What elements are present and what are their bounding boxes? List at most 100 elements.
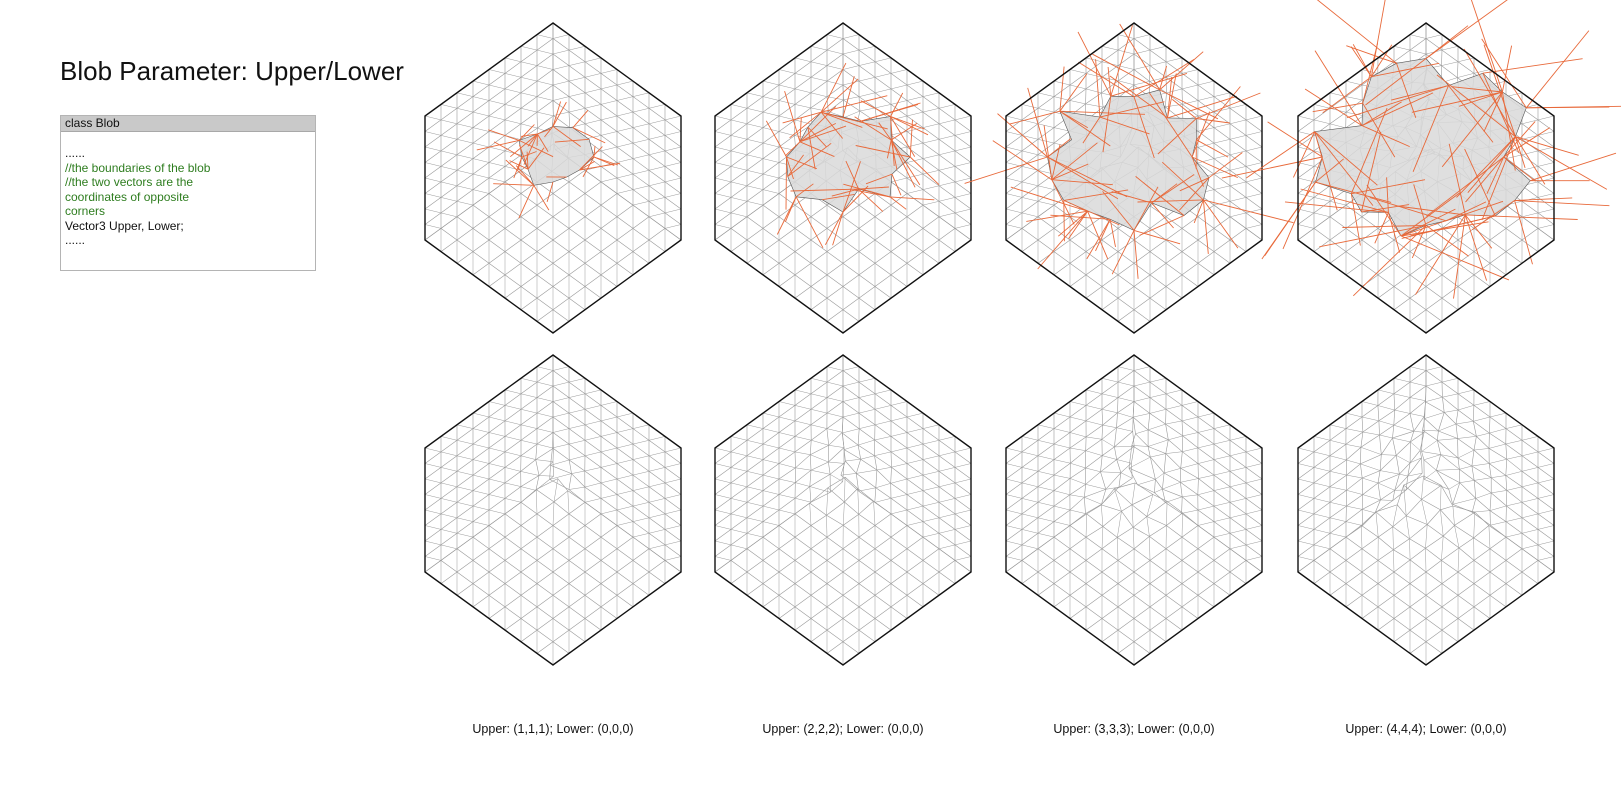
grid-diagonal	[1345, 412, 1363, 418]
grid-diagonal	[440, 467, 458, 472]
grid-diagonal	[1245, 447, 1263, 453]
grid-diagonal	[1146, 516, 1150, 537]
grid-diagonal	[794, 405, 812, 410]
grid-diagonal	[584, 88, 602, 94]
blob-edge	[765, 120, 787, 158]
cube-outline	[1297, 354, 1555, 666]
grid-diagonal	[1132, 527, 1135, 549]
blob-edge	[1366, 184, 1402, 237]
grid-diagonal	[536, 96, 554, 101]
grid-diagonal	[504, 88, 522, 94]
grid-diagonal	[664, 193, 682, 198]
blob-edge	[1426, 156, 1504, 217]
grid-diagonal	[1425, 381, 1443, 387]
blob-edge	[1037, 210, 1088, 270]
grid-diagonal	[1537, 525, 1555, 530]
grid-diagonal	[1005, 208, 1023, 214]
grid-diagonal	[424, 224, 442, 229]
grid-diagonal	[552, 80, 570, 86]
grid-diagonal	[874, 405, 892, 410]
blob-edge	[1086, 219, 1111, 260]
grid-diagonal	[584, 57, 602, 63]
grid-diagonal	[730, 467, 748, 472]
grid-diagonal	[440, 181, 458, 187]
blob-edge	[787, 154, 804, 177]
blob-edge	[821, 111, 863, 128]
grid-diagonal	[424, 208, 442, 214]
grid-diagonal	[632, 139, 650, 144]
grid-diagonal	[875, 104, 892, 109]
grid-diagonal	[875, 483, 891, 489]
grid-diagonal	[906, 142, 924, 148]
blob-edge	[1448, 143, 1466, 215]
blob-edge	[1202, 199, 1209, 254]
blob-edge	[1178, 177, 1210, 211]
grid-diagonal	[616, 127, 634, 132]
grid-diagonal	[472, 189, 490, 194]
grid-diagonal	[584, 467, 602, 472]
grid-diagonal	[1521, 166, 1539, 171]
grid-diagonal	[520, 378, 538, 383]
blob-edge	[1525, 30, 1590, 109]
grid-diagonal	[600, 100, 618, 105]
blob-edge	[1068, 210, 1088, 239]
grid-diagonal	[1085, 484, 1106, 490]
cube-panel-deformed	[424, 354, 682, 666]
blob-edge	[799, 122, 837, 143]
blob-edge	[1312, 102, 1363, 113]
grid-diagonal	[809, 503, 812, 526]
grid-diagonal	[1005, 494, 1023, 499]
grid-diagonal	[1128, 456, 1151, 469]
grid-diagonal	[730, 135, 748, 140]
blob-edge	[537, 133, 549, 152]
blob-edge	[552, 101, 567, 127]
blob-edge	[1370, 0, 1386, 77]
grid-diagonal	[1229, 529, 1247, 534]
grid-diagonal	[1149, 378, 1167, 383]
grid-diagonal	[1329, 424, 1347, 429]
blob-edge	[1314, 50, 1363, 126]
grid-diagonal	[1245, 131, 1263, 136]
blob-edge	[785, 156, 787, 210]
grid-diagonal	[1313, 498, 1331, 503]
blob-edge	[799, 117, 802, 142]
grid-diagonal	[794, 436, 812, 441]
grid-diagonal	[762, 142, 780, 148]
grid-diagonal	[1297, 478, 1315, 484]
grid-diagonal	[1329, 502, 1347, 507]
grid-diagonal	[1521, 436, 1539, 441]
grid-line	[1375, 511, 1507, 608]
grid-diagonal	[1393, 378, 1411, 383]
blob-edge	[890, 92, 904, 117]
grid-diagonal	[778, 100, 796, 105]
grid-diagonal	[1131, 504, 1134, 528]
blob-edge	[1374, 212, 1389, 244]
blob-edge	[1411, 91, 1503, 113]
blob-edge	[1361, 125, 1410, 148]
grid-diagonal	[536, 111, 554, 117]
grid-diagonal	[746, 440, 764, 445]
grid-diagonal	[1537, 177, 1555, 183]
grid-diagonal	[1021, 513, 1039, 519]
grid-diagonal	[440, 197, 458, 202]
grid-diagonal	[954, 193, 972, 198]
grid-diagonal	[1133, 34, 1151, 39]
grid-diagonal	[1005, 478, 1023, 484]
grid-diagonal	[600, 84, 618, 90]
grid-diagonal	[826, 428, 843, 433]
grid-diagonal	[1506, 502, 1523, 507]
grid-diagonal	[552, 366, 570, 371]
grid-diagonal	[1085, 450, 1103, 456]
grid-diagonal	[632, 517, 650, 522]
grid-diagonal	[1005, 224, 1023, 229]
grid-diagonal	[472, 80, 490, 86]
blob-edge	[1365, 58, 1427, 106]
grid-diagonal	[1475, 492, 1492, 499]
grid-diagonal	[810, 424, 827, 429]
grid-diagonal	[1421, 499, 1428, 525]
blob-edge	[1221, 156, 1323, 179]
grid-diagonal	[1149, 393, 1167, 398]
grid-diagonal	[1396, 455, 1411, 464]
blob-edge	[1133, 186, 1159, 231]
grid-diagonal	[842, 381, 860, 387]
